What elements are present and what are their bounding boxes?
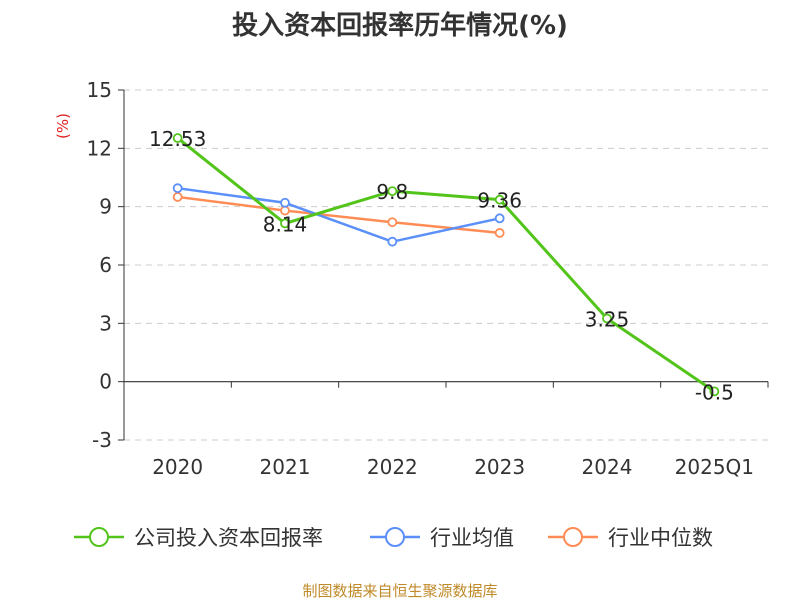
series-point-2[interactable] [494,228,505,238]
axes: 15 12 9 6 3 0 -3 2020 2021 2022 2023 2024 2025Q1 [87,78,769,479]
legend-label[interactable]: 公司投入资本回报率 [134,526,323,550]
series-point-1[interactable] [387,236,398,247]
data-label: 3.25 [585,307,630,331]
legend-marker[interactable] [563,527,583,547]
x-tick-label: 2023 [474,455,525,479]
chart-title: 投入资本回报率历年情况(%) [232,10,568,41]
series-point-0[interactable] [387,186,398,197]
series-line-2 [177,195,500,235]
y-tick-label: 9 [99,195,112,219]
series-lines [172,133,720,397]
series-point-1[interactable] [280,197,290,208]
grid-lines [124,89,768,441]
legend-label[interactable]: 行业中位数 [608,526,713,550]
x-tick-label: 2025Q1 [675,455,754,479]
series-point-2[interactable] [387,217,398,228]
data-labels: 12.53 8.14 9.8 9.36 3.25 -0.5 [149,127,734,404]
x-tick-label: 2020 [152,455,203,479]
data-label: 9.8 [376,180,408,204]
series-point-0[interactable] [494,194,505,205]
y-tick-label: 0 [99,370,112,394]
y-axis-unit: (%) [54,113,72,139]
x-tick-label: 2024 [582,455,633,479]
y-tick-label: 3 [99,311,112,335]
legend-label[interactable]: 行业均值 [430,526,514,550]
y-tick-label: 15 [87,78,112,102]
series-point-0[interactable] [280,218,290,229]
data-label: 8.14 [263,212,308,236]
legend-marker[interactable] [385,527,405,547]
data-label: 12.53 [149,127,206,151]
legend-marker[interactable] [89,527,109,547]
series-point-0[interactable] [172,133,183,143]
series-point-0[interactable] [709,386,720,397]
y-tick-label: 6 [99,253,112,277]
series-point-0[interactable] [602,313,612,324]
source-note: 制图数据来自恒生聚源数据库 [302,582,497,600]
y-tick-label: 12 [87,136,112,160]
legend: 公司投入资本回报率 行业均值 行业中位数 [74,526,713,550]
series-point-2[interactable] [172,192,183,202]
series-line-0 [176,136,716,393]
series-point-1[interactable] [172,183,183,194]
x-tick-label: 2021 [260,455,311,479]
data-label: 9.36 [477,189,522,213]
series-point-1[interactable] [494,213,505,224]
data-label: -0.5 [695,380,734,404]
series-line-1 [177,186,500,243]
y-tick-label: -3 [92,428,112,452]
x-tick-label: 2022 [367,455,418,479]
